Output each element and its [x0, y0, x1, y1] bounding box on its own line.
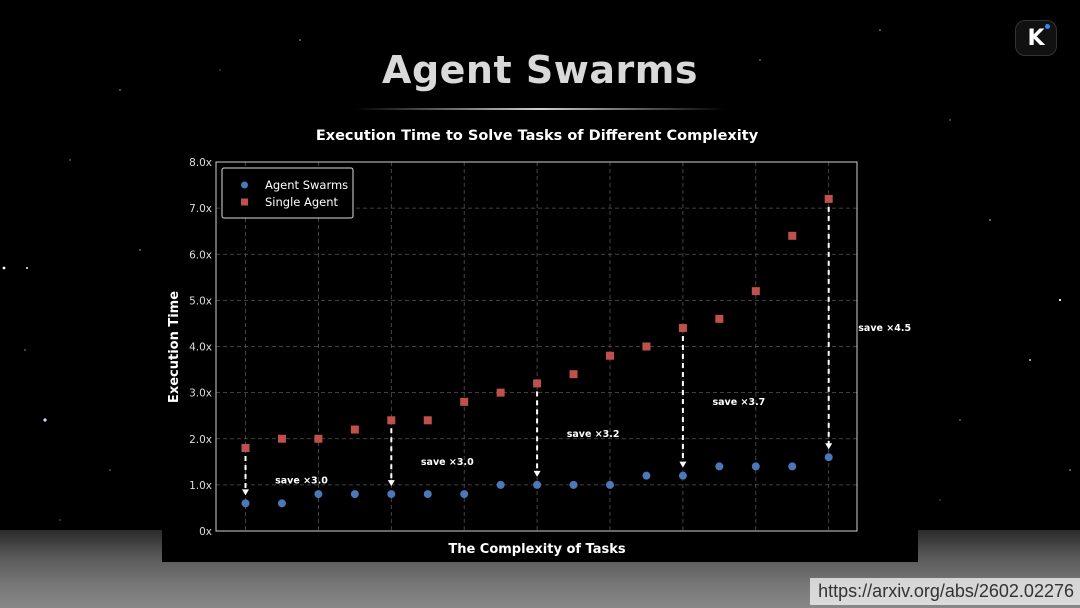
savings-arrowhead	[387, 480, 395, 487]
x-axis-label: The Complexity of Tasks	[448, 542, 626, 557]
title-underline	[355, 108, 725, 110]
single-agent-point	[350, 425, 359, 434]
y-tick-label: 3.0x	[189, 388, 212, 400]
single-agent-point	[533, 379, 542, 388]
savings-label: save ×3.7	[712, 397, 765, 408]
y-tick-label: 1.0x	[189, 480, 212, 492]
agent-swarms-point	[533, 480, 542, 489]
y-axis-label: Execution Time	[167, 291, 182, 403]
y-tick-label: 0x	[199, 526, 212, 538]
legend-square-marker	[241, 198, 248, 206]
source-url[interactable]: https://arxiv.org/abs/2602.02276	[810, 578, 1080, 605]
agent-swarms-point	[423, 490, 432, 499]
y-tick-label: 5.0x	[189, 295, 212, 307]
logo-letter: K	[1027, 25, 1045, 51]
single-agent-point	[678, 324, 687, 333]
y-tick-label: 2.0x	[189, 434, 212, 446]
agent-swarms-point	[715, 462, 724, 471]
agent-swarms-point	[460, 490, 469, 499]
data-markers	[241, 194, 833, 508]
savings-arrowhead	[825, 443, 833, 450]
single-agent-point	[496, 388, 505, 397]
scatter-chart: Execution Time to Solve Tasks of Differe…	[167, 128, 911, 557]
y-tick-labels: 0x 1.0x 2.0x 3.0x 4.0x 5.0x 6.0x 7.0x 8.0x	[189, 157, 212, 538]
legend-entry: Single Agent	[265, 195, 339, 209]
agent-swarms-point	[350, 490, 359, 499]
single-agent-point	[606, 351, 614, 360]
single-agent-point	[241, 443, 250, 452]
agent-swarms-point	[569, 480, 578, 489]
agent-swarms-point	[788, 462, 797, 471]
savings-label: save ×3.2	[567, 429, 620, 440]
agent-swarms-point	[606, 480, 614, 489]
savings-arrowhead	[533, 470, 541, 477]
y-tick-label: 7.0x	[189, 203, 212, 215]
agent-swarms-point	[241, 499, 250, 508]
single-agent-point	[277, 434, 286, 443]
agent-swarms-point	[824, 453, 833, 462]
legend-entry: Agent Swarms	[265, 178, 348, 192]
logo-dot	[1045, 24, 1050, 29]
chart-panel: Execution Time to Solve Tasks of Differe…	[162, 122, 918, 562]
single-agent-point	[788, 231, 797, 240]
y-tick-label: 8.0x	[189, 157, 212, 169]
savings-arrowhead	[679, 461, 687, 468]
y-tick-label: 6.0x	[189, 249, 212, 261]
agent-swarms-point	[496, 480, 505, 489]
agent-swarms-point	[277, 499, 286, 508]
savings-label: save ×3.0	[275, 475, 328, 486]
savings-label: save ×3.0	[421, 457, 474, 468]
y-tick-label: 4.0x	[189, 342, 212, 354]
single-agent-point	[751, 287, 760, 296]
agent-swarms-point	[642, 471, 651, 480]
legend-box	[221, 167, 354, 219]
agent-swarms-point	[387, 490, 396, 499]
single-agent-point	[314, 434, 323, 443]
chart-title: Execution Time to Solve Tasks of Differe…	[316, 128, 759, 144]
legend-circle-marker	[241, 181, 248, 189]
agent-swarms-point	[678, 471, 687, 480]
single-agent-point	[460, 397, 469, 406]
savings-arrowhead	[242, 489, 249, 496]
savings-labels: save ×3.0 save ×3.0 save ×3.2 save ×3.7 save…	[275, 323, 911, 486]
kimi-logo: K	[1015, 20, 1057, 56]
single-agent-point	[423, 416, 432, 425]
single-agent-point	[387, 416, 396, 425]
single-agent-point	[824, 194, 833, 203]
savings-label: save ×4.5	[858, 323, 911, 334]
slide-title: Agent Swarms	[382, 48, 698, 92]
single-agent-point	[642, 342, 651, 351]
single-agent-point	[715, 314, 724, 323]
agent-swarms-point	[751, 462, 760, 471]
agent-swarms-point	[314, 490, 323, 499]
savings-arrows	[242, 206, 833, 496]
chart-legend: Agent Swarms Single Agent	[221, 167, 354, 219]
plot-frame	[215, 161, 858, 532]
single-agent-point	[569, 370, 578, 379]
